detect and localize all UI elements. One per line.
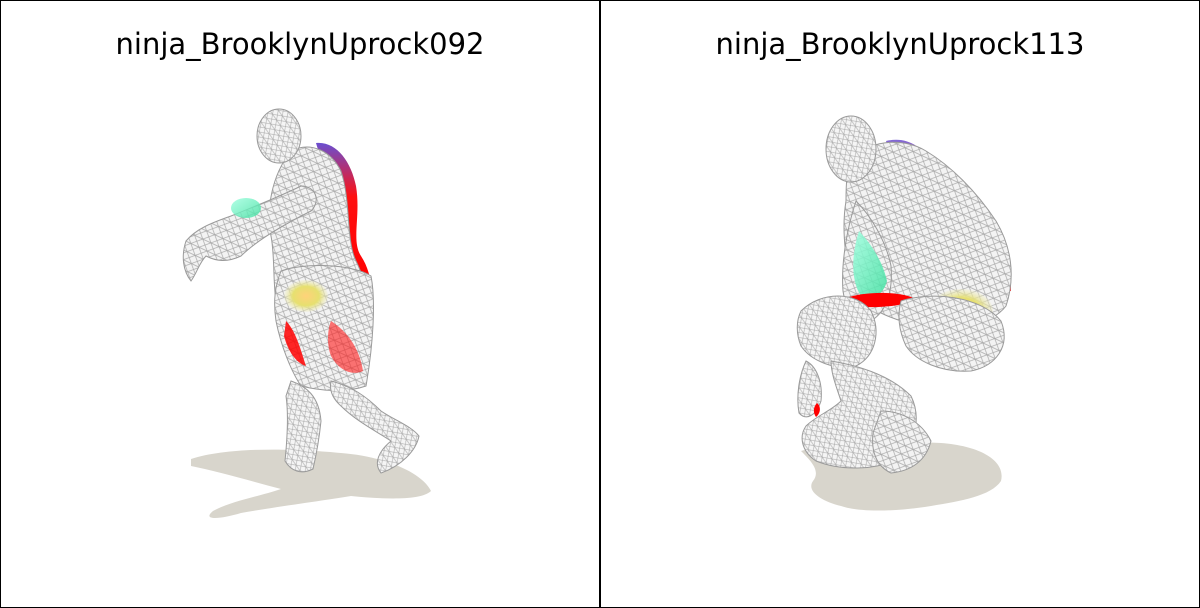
arm-highlight bbox=[231, 198, 261, 218]
arm-highlight bbox=[853, 231, 887, 298]
viewport-left[interactable]: ninja_BrooklynUprock092 bbox=[0, 0, 600, 608]
head bbox=[256, 108, 302, 164]
viewport-title: ninja_BrooklynUprock092 bbox=[115, 27, 485, 61]
mesh-render-right bbox=[796, 115, 1012, 511]
shorts-red-patch bbox=[284, 321, 306, 366]
back-thigh bbox=[898, 295, 1005, 372]
front-knee bbox=[796, 295, 877, 368]
back-foot bbox=[872, 410, 932, 474]
left-leg bbox=[284, 380, 322, 473]
ground-shadow bbox=[191, 449, 431, 518]
hand bbox=[797, 360, 822, 418]
left-arm bbox=[182, 185, 317, 282]
right-leg bbox=[330, 380, 420, 474]
viewport-title: ninja_BrooklynUprock113 bbox=[715, 27, 1085, 61]
head bbox=[825, 115, 877, 183]
viewport-right[interactable]: ninja_BrooklynUprock113 bbox=[600, 0, 1200, 608]
mesh-render-left bbox=[182, 108, 431, 518]
hand-red-tip bbox=[813, 403, 820, 417]
hip-warm-highlight bbox=[284, 280, 328, 312]
shorts-red-patch-2 bbox=[328, 321, 363, 373]
